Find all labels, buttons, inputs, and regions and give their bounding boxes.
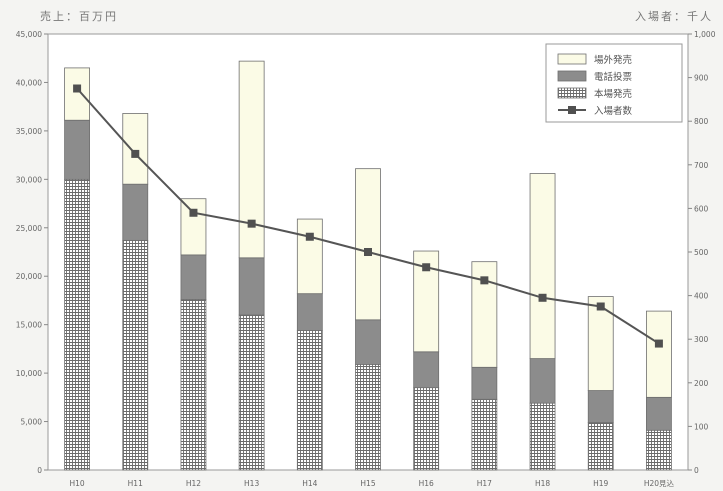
- x-tick-label: H16: [419, 479, 434, 488]
- attendance-point: [538, 293, 547, 302]
- right-tick-label: 200: [694, 379, 709, 388]
- bar-segment: [529, 402, 556, 471]
- bar-segment: [529, 358, 556, 404]
- bar-segment: [180, 299, 207, 471]
- legend-swatch: [557, 53, 587, 65]
- attendance-point: [364, 248, 372, 256]
- right-tick-label: 900: [694, 74, 709, 83]
- left-tick-label: 20,000: [16, 272, 42, 281]
- x-tick-label: H18: [535, 479, 550, 488]
- attendance-point: [131, 149, 140, 158]
- bar-segment: [296, 330, 323, 471]
- attendance-point: [654, 339, 663, 348]
- left-tick-label: 45,000: [16, 30, 42, 39]
- attendance-point: [422, 263, 431, 272]
- x-tick-label: H11: [128, 479, 143, 488]
- bar-segment: [355, 168, 381, 321]
- x-tick-label: H13: [244, 479, 259, 488]
- bar-segment: [413, 387, 440, 471]
- left-axis-unit: 売上：百万円: [40, 10, 118, 23]
- right-tick-label: 400: [694, 292, 709, 301]
- bar-segment: [646, 310, 672, 398]
- bar-segment: [296, 218, 323, 295]
- x-tick-label: H14: [302, 479, 317, 488]
- bar-segment: [64, 119, 90, 180]
- right-tick-label: 500: [694, 248, 709, 257]
- bar-segment: [529, 173, 556, 359]
- legend-label: 入場者数: [594, 105, 633, 117]
- bar-segment: [238, 257, 265, 316]
- x-tick-label: H12: [186, 479, 201, 488]
- x-tick-label: H20見込: [644, 479, 675, 488]
- x-tick-label: H19: [593, 479, 608, 488]
- left-tick-label: 0: [37, 466, 42, 475]
- right-tick-label: 600: [694, 204, 709, 213]
- bar-segment: [355, 319, 381, 365]
- bar-segment: [587, 422, 614, 471]
- attendance-point: [596, 302, 605, 311]
- bar-segment: [413, 351, 440, 389]
- bar-segment: [64, 67, 90, 121]
- legend-point-swatch: [568, 106, 576, 114]
- bar-segment: [238, 314, 265, 471]
- right-tick-label: 700: [694, 161, 709, 170]
- attendance-point: [73, 84, 82, 93]
- bar-segment: [587, 390, 614, 423]
- attendance-point: [247, 219, 256, 228]
- left-tick-label: 15,000: [16, 321, 42, 330]
- bar-segment: [180, 254, 207, 300]
- bar-segment: [471, 366, 498, 400]
- left-tick-label: 5,000: [21, 418, 43, 427]
- bar-segment: [122, 183, 149, 241]
- x-tick-label: H15: [360, 479, 375, 488]
- legend-label: 本場発売: [594, 88, 632, 100]
- attendance-point: [189, 208, 198, 217]
- bar-segment: [238, 60, 265, 259]
- bar-segment: [587, 296, 614, 391]
- bar-segment: [646, 396, 672, 431]
- bar-segment: [64, 178, 90, 471]
- left-tick-label: 40,000: [16, 78, 42, 87]
- right-tick-label: 1,000: [694, 30, 716, 39]
- right-axis-unit: 入場者：千人: [635, 10, 713, 23]
- bar-segment: [122, 239, 149, 471]
- left-tick-label: 25,000: [16, 224, 42, 233]
- bar-segment: [471, 398, 498, 471]
- attendance-point: [305, 232, 314, 241]
- right-tick-label: 300: [694, 335, 709, 344]
- legend-swatch: [557, 70, 587, 82]
- right-tick-label: 0: [694, 466, 699, 475]
- bar-segment: [296, 293, 323, 331]
- x-tick-label: H10: [69, 479, 84, 488]
- x-tick-label: H17: [477, 479, 492, 488]
- legend-label: 電話投票: [594, 71, 633, 83]
- left-tick-label: 10,000: [16, 369, 42, 378]
- bar-segment: [646, 429, 672, 471]
- bar-segment: [355, 363, 381, 471]
- bar-segment: [180, 198, 207, 256]
- right-tick-label: 100: [694, 422, 709, 431]
- left-tick-label: 35,000: [16, 127, 42, 136]
- legend-swatch: [557, 87, 587, 99]
- attendance-point: [480, 276, 489, 285]
- left-tick-label: 30,000: [16, 175, 42, 184]
- legend-label: 場外発売: [594, 54, 632, 66]
- right-tick-label: 800: [694, 117, 709, 126]
- bar-segment: [122, 113, 149, 185]
